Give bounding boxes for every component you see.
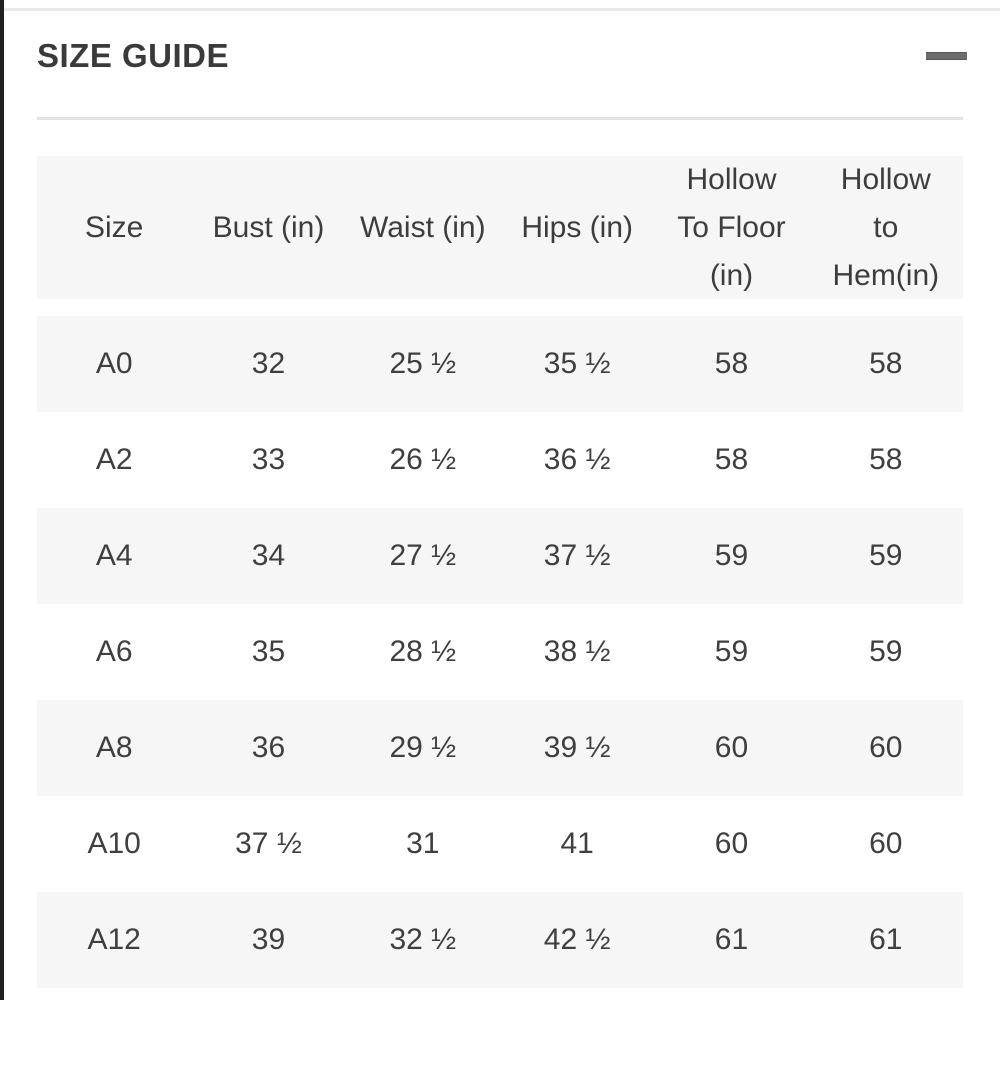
column-header-hollow-to-floor: Hollow To Floor (in) [677,163,786,292]
cell-hollow-to-hem: 60 [869,827,903,860]
column-header-hollow-to-hem: Hollow to Hem(in) [832,163,940,292]
table-row: A12 39 32 ½ 42 ½ 61 61 [37,892,963,988]
cell-hollow-to-floor: 58 [714,443,749,476]
minus-icon [926,52,967,60]
table-row: A0 32 25 ½ 35 ½ 58 58 [37,316,963,412]
cell-size: A4 [95,539,133,572]
cell-hips: 35 ½ [543,347,611,380]
size-guide-header: SIZE GUIDE [37,36,967,76]
cell-hollow-to-hem: 61 [869,923,903,956]
cell-waist: 25 ½ [389,347,457,380]
cell-waist: 26 ½ [389,443,457,476]
cell-bust: 32 [251,347,286,380]
panel-left-accent-border [0,0,4,1000]
table-header-row: Size Bust (in) Waist (in) Hips (in) Holl… [37,156,963,299]
cell-size: A10 [87,827,141,860]
header-divider [37,117,963,120]
column-header-waist: Waist (in) [360,211,486,244]
table-row: A4 34 27 ½ 37 ½ 59 59 [37,508,963,604]
cell-size: A12 [87,923,141,956]
cell-waist: 29 ½ [389,731,457,764]
cell-hollow-to-hem: 59 [869,635,903,668]
cell-hollow-to-floor: 59 [714,539,749,572]
cell-hollow-to-floor: 61 [714,923,749,956]
cell-waist: 32 ½ [389,923,457,956]
cell-bust: 34 [251,539,286,572]
cell-hollow-to-hem: 60 [869,731,903,764]
cell-size: A0 [95,347,133,380]
cell-hollow-to-floor: 60 [714,827,749,860]
cell-bust: 33 [251,443,286,476]
collapse-button[interactable] [926,44,967,68]
cell-size: A6 [95,635,133,668]
cell-hips: 38 ½ [543,635,611,668]
table-row: A6 35 28 ½ 38 ½ 59 59 [37,604,963,700]
column-header-size: Size [84,211,144,244]
column-header-bust: Bust (in) [212,211,325,244]
table-row-partial [37,988,963,1084]
cell-hips: 36 ½ [543,443,611,476]
cell-bust: 35 [251,635,286,668]
column-header-hips: Hips (in) [521,211,633,244]
table-row: A8 36 29 ½ 39 ½ 60 60 [37,700,963,796]
cell-bust: 36 [251,731,286,764]
cell-hips: 39 ½ [543,731,611,764]
cell-bust: 39 [251,923,286,956]
cell-hollow-to-hem: 59 [869,539,903,572]
cell-hips: 41 [560,827,594,860]
panel-top-divider [0,8,1000,11]
size-guide-table: Size Bust (in) Waist (in) Hips (in) Holl… [37,156,963,1084]
table-row: A10 37 ½ 31 41 60 60 [37,796,963,892]
table-row: A2 33 26 ½ 36 ½ 58 58 [37,412,963,508]
cell-hollow-to-hem: 58 [869,443,903,476]
cell-bust: 37 ½ [235,827,302,860]
cell-size: A8 [95,731,133,764]
cell-size: A2 [95,443,133,476]
cell-waist: 28 ½ [389,635,457,668]
cell-hollow-to-floor: 58 [714,347,749,380]
page-title: SIZE GUIDE [37,37,230,74]
cell-hips: 42 ½ [543,923,611,956]
cell-waist: 31 [406,827,440,860]
cell-hollow-to-floor: 59 [714,635,749,668]
cell-hollow-to-floor: 60 [714,731,749,764]
cell-hips: 37 ½ [543,539,611,572]
cell-waist: 27 ½ [389,539,457,572]
cell-hollow-to-hem: 58 [869,347,903,380]
